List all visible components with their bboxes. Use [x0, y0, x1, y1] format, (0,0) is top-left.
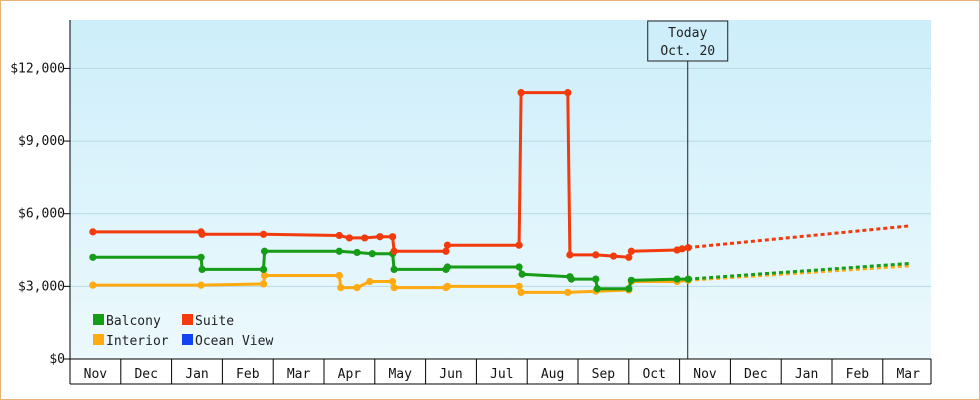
- x-tick-label: Apr: [338, 367, 362, 382]
- today-marker: Today Oct. 20: [647, 20, 729, 359]
- legend-swatch-suite: [182, 314, 193, 325]
- balcony-point: [390, 265, 398, 274]
- suite-point: [627, 247, 635, 255]
- balcony-point: [593, 285, 601, 293]
- legend-swatch-balcony: [93, 314, 104, 325]
- suite-point: [390, 247, 398, 255]
- legend-label-interior: Interior: [106, 334, 169, 349]
- suite-point: [376, 233, 384, 241]
- legend-swatch-ocean-view: [182, 334, 193, 345]
- interior-point: [197, 281, 205, 289]
- x-tick-label: Jul: [490, 367, 513, 382]
- suite-point: [388, 233, 397, 241]
- balcony-point: [260, 247, 269, 255]
- suite-point: [625, 253, 633, 261]
- balcony-point: [627, 276, 635, 284]
- x-tick-label: Nov: [693, 367, 717, 382]
- suite-point: [89, 228, 97, 236]
- suite-point: [609, 252, 618, 260]
- balcony-point: [592, 275, 600, 283]
- balcony-point: [368, 250, 376, 258]
- legend-label-balcony: Balcony: [106, 314, 161, 329]
- balcony-point: [353, 248, 361, 257]
- x-tick-label: Sep: [592, 367, 616, 382]
- legend-label-suite: Suite: [195, 314, 234, 329]
- balcony-point: [89, 253, 97, 261]
- suite-point: [564, 89, 572, 97]
- suite-point: [678, 245, 686, 253]
- y-tick-label: $6,000: [18, 207, 65, 222]
- balcony-point: [684, 275, 692, 283]
- interior-point: [353, 283, 361, 292]
- suite-point: [198, 230, 206, 238]
- interior-point: [260, 271, 269, 280]
- x-tick-label: Nov: [84, 367, 108, 382]
- x-tick-label: Feb: [846, 367, 870, 382]
- today-label: Today: [668, 26, 707, 41]
- interior-point: [517, 288, 525, 297]
- interior-point: [259, 280, 268, 288]
- suite-point: [515, 241, 523, 249]
- interior-point: [89, 281, 97, 289]
- balcony-point: [518, 270, 526, 278]
- interior-point: [337, 283, 345, 292]
- x-tick-label: Oct: [642, 367, 665, 382]
- balcony-point: [673, 275, 681, 283]
- y-tick-label: $3,000: [18, 279, 65, 294]
- balcony-point: [198, 265, 206, 274]
- x-tick-label: Dec: [744, 367, 767, 382]
- suite-forecast-line: [688, 224, 911, 250]
- suite-point: [684, 244, 692, 252]
- suite-point: [345, 234, 353, 242]
- y-tick-label: $0: [49, 352, 65, 367]
- legend: Balcony Suite Interior Ocean View: [93, 314, 273, 349]
- x-tick-label: Dec: [134, 367, 157, 382]
- balcony-point: [443, 263, 452, 271]
- y-tick-label: $9,000: [18, 134, 65, 149]
- x-tick-label: Jun: [439, 367, 462, 382]
- balcony-point: [335, 247, 343, 255]
- x-tick-label: Mar: [287, 367, 311, 382]
- legend-label-ocean-view: Ocean View: [195, 334, 273, 349]
- balcony-point: [567, 275, 575, 283]
- x-tick-label: Jan: [185, 367, 208, 382]
- x-tick-label: Aug: [541, 367, 564, 382]
- balcony-point: [259, 265, 268, 274]
- series-lines: [89, 89, 911, 297]
- interior-point: [388, 277, 397, 286]
- interior-point: [390, 283, 398, 292]
- x-tick-label: Jan: [795, 367, 818, 382]
- balcony-point: [197, 253, 205, 261]
- x-tick-label: May: [388, 367, 412, 382]
- suite-point: [259, 230, 268, 238]
- x-tick-label: Mar: [896, 367, 920, 382]
- suite-point: [517, 89, 525, 97]
- today-date: Oct. 20: [660, 44, 715, 59]
- balcony-forecast-line: [688, 261, 911, 281]
- interior-point: [366, 277, 374, 286]
- suite-point: [442, 247, 450, 255]
- interior-point: [515, 282, 523, 290]
- suite-point: [443, 241, 452, 249]
- interior-point: [335, 271, 343, 280]
- balcony-point: [515, 263, 523, 271]
- suite-point: [592, 251, 600, 259]
- interior-point: [443, 282, 452, 290]
- x-axis-ticks: Nov Dec Jan Feb Mar Apr May Jun Jul Aug Sep Oct Nov D…: [84, 359, 920, 384]
- suite-point: [566, 251, 574, 259]
- axes: [69, 20, 932, 385]
- legend-swatch-interior: [93, 334, 104, 345]
- y-tick-label: $12,000: [10, 61, 65, 76]
- suite-point: [335, 231, 343, 240]
- x-tick-label: Feb: [236, 367, 260, 382]
- y-axis-ticks: $0 $3,000 $6,000 $9,000 $12,000: [10, 61, 70, 367]
- interior-point: [564, 288, 572, 297]
- today-box: [647, 20, 729, 62]
- suite-point: [361, 234, 369, 242]
- plot-area: [70, 20, 931, 359]
- balcony-point: [625, 285, 633, 293]
